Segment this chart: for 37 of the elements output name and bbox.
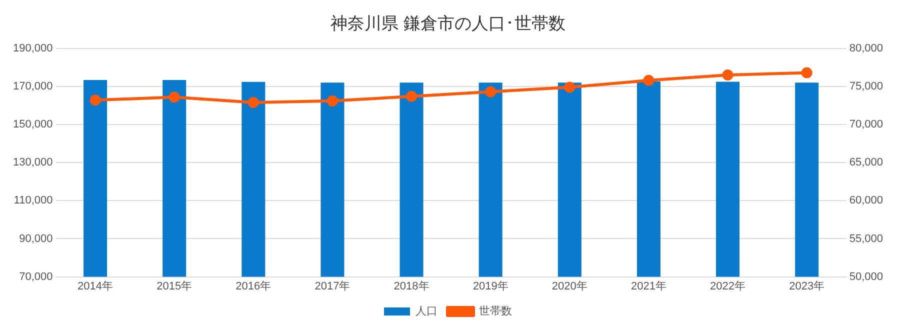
point (643, 74, 654, 86)
x-tick-label: 2020年 (552, 280, 588, 292)
y-tick-label: 150,000 (12, 118, 53, 131)
y-tick-label: 190,000 (12, 42, 53, 54)
y-tick-label: 170,000 (12, 80, 53, 92)
point (90, 94, 101, 106)
chart-title: 神奈川県 鎌倉市の人口･世帯数 (330, 14, 566, 33)
x-tick-label: 2018年 (394, 280, 430, 292)
y2-tick-label: 60,000 (849, 194, 884, 207)
y-tick-label: 110,000 (14, 194, 53, 207)
point (801, 67, 812, 78)
legend-label: 世帯数 (479, 304, 512, 318)
y-tick-label: 130,000 (12, 156, 53, 169)
point (248, 96, 259, 108)
x-tick-label: 2019年 (472, 280, 508, 292)
point (168, 92, 180, 103)
point (485, 86, 496, 98)
x-tick-label: 2014年 (78, 280, 114, 292)
point (326, 95, 338, 106)
y2-tick-label: 55,000 (849, 232, 884, 245)
x-tick-label: 2016年 (236, 280, 272, 292)
y2-tick-label: 50,000 (849, 270, 884, 283)
y2-tick-label: 65,000 (849, 156, 884, 169)
legend-label: 人口 (416, 306, 438, 318)
y2-tick-label: 70,000 (849, 118, 884, 131)
y2-tick-label: 80,000 (849, 42, 884, 54)
x-tick-label: 2022年 (710, 280, 746, 292)
x-tick-label: 2015年 (156, 280, 192, 292)
y2-tick-label: 75,000 (849, 80, 884, 92)
y-tick-label: 70,000 (19, 270, 53, 283)
point (722, 70, 734, 81)
point (564, 82, 576, 93)
y-tick-label: 90,000 (19, 232, 53, 245)
point (406, 90, 418, 102)
x-tick-label: 2021年 (630, 280, 666, 292)
x-tick-label: 2017年 (314, 280, 350, 292)
x-tick-label: 2023年 (789, 280, 825, 292)
